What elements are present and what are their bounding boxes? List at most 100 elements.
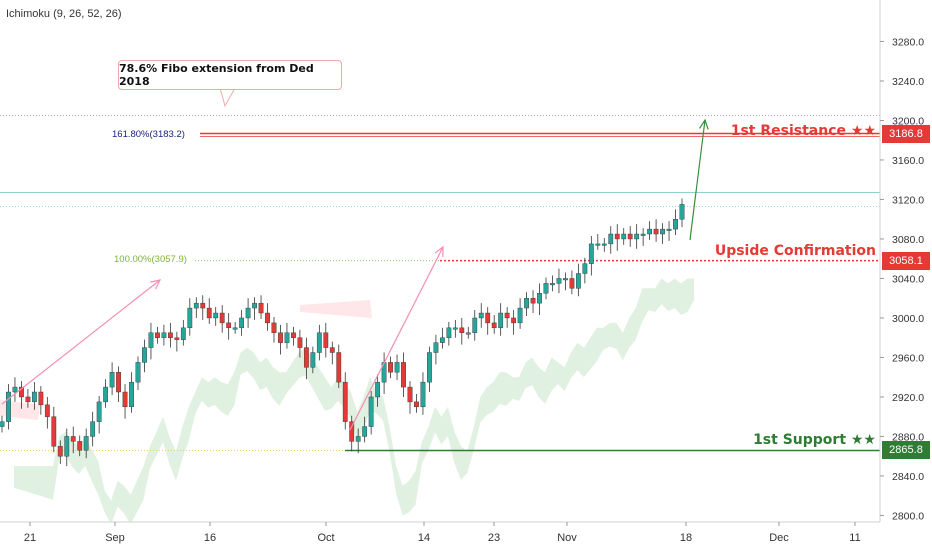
candle [167,332,173,338]
candle [155,332,160,338]
candle [161,332,167,338]
candle [90,421,96,437]
candle [673,219,678,230]
candle [368,396,374,427]
candle [524,298,529,309]
x-tick-label: Oct [317,532,334,544]
candle [271,322,277,333]
candle [660,228,665,235]
y-tick-label: 2840.0 [892,471,924,483]
candle [556,278,562,284]
candle [459,327,465,333]
candle [517,307,523,324]
fib-100-label: 100.00%(3057.9) [114,253,187,265]
candle [44,404,50,417]
candle [563,278,568,281]
candle [252,302,257,309]
support-label: 1st Support ★★ [753,432,876,449]
swing-arrow-2-head [434,245,444,258]
x-tick-label: Sep [105,532,125,544]
y-tick-label: 3240.0 [892,76,924,88]
candle [103,386,109,403]
swing-arrow-1-head [150,279,162,290]
y-tick-label: 3120.0 [892,194,924,206]
candle [12,386,18,393]
candle [329,347,335,353]
y-tick-label: 2920.0 [892,392,924,404]
candle [310,352,316,368]
resistance-label: 1st Resistance ★★ [730,122,876,139]
candle [129,381,134,408]
candle [478,312,484,319]
candle [614,233,620,240]
candle [57,446,63,457]
candle [427,352,432,383]
candle [148,332,154,348]
candle [388,362,393,373]
candle [19,386,24,398]
candle [349,421,355,442]
candle [284,332,290,343]
candle [245,307,251,319]
projection-arrow [689,119,706,241]
candle [375,381,381,398]
candle [582,263,588,274]
candle [77,441,83,451]
y-tick-label: 2960.0 [892,352,924,364]
candle [588,243,594,264]
candle [193,302,199,309]
confirmation-price-tag: 3058.1 [882,251,930,270]
candle [627,233,633,240]
y-tick-label: 3200.0 [892,115,924,127]
candle [504,312,510,319]
candle [142,347,147,363]
candle [569,278,575,289]
x-tick-label: Nov [557,532,577,544]
candle [122,391,128,408]
x-tick-label: 21 [24,532,36,544]
candle [550,283,555,286]
candle [608,233,614,245]
candle [634,233,640,240]
swing-arrow-2 [349,246,444,431]
candle [666,228,672,231]
y-tick-label: 3000.0 [892,313,924,325]
upside-confirmation-label: Upside Confirmation [714,242,876,259]
candle [653,228,659,235]
x-tick-label: 18 [680,532,692,544]
candle [64,436,70,457]
x-tick-label: Dec [769,532,789,544]
x-tick-label: 14 [418,532,430,544]
candle [265,312,270,324]
candle [323,332,329,348]
candle [342,381,348,422]
projection-arrow-head [699,118,709,130]
indicator-label[interactable]: Ichimoku (9, 26, 52, 26) [6,8,122,20]
candle [258,302,264,314]
candle [472,317,478,333]
x-tick-label: 16 [204,532,216,544]
y-tick-label: 3280.0 [892,36,924,48]
y-tick-label: 2880.0 [892,431,924,443]
candle [200,302,206,309]
candle [219,312,225,324]
candle [485,312,491,324]
candle [465,332,471,335]
y-tick-label: 3160.0 [892,155,924,167]
candle [25,396,31,403]
time-axis-bg [0,522,932,550]
candle [206,307,212,319]
y-tick-label: 2800.0 [892,510,924,522]
candle [452,327,458,330]
candle [543,283,549,294]
candle [226,322,232,329]
candle [297,337,303,348]
candle [355,436,361,442]
y-tick-label: 3080.0 [892,234,924,246]
candle [303,347,309,368]
candle [135,362,141,383]
candle [433,342,439,353]
candle [336,352,342,383]
candle [362,426,368,437]
candle [278,332,283,343]
